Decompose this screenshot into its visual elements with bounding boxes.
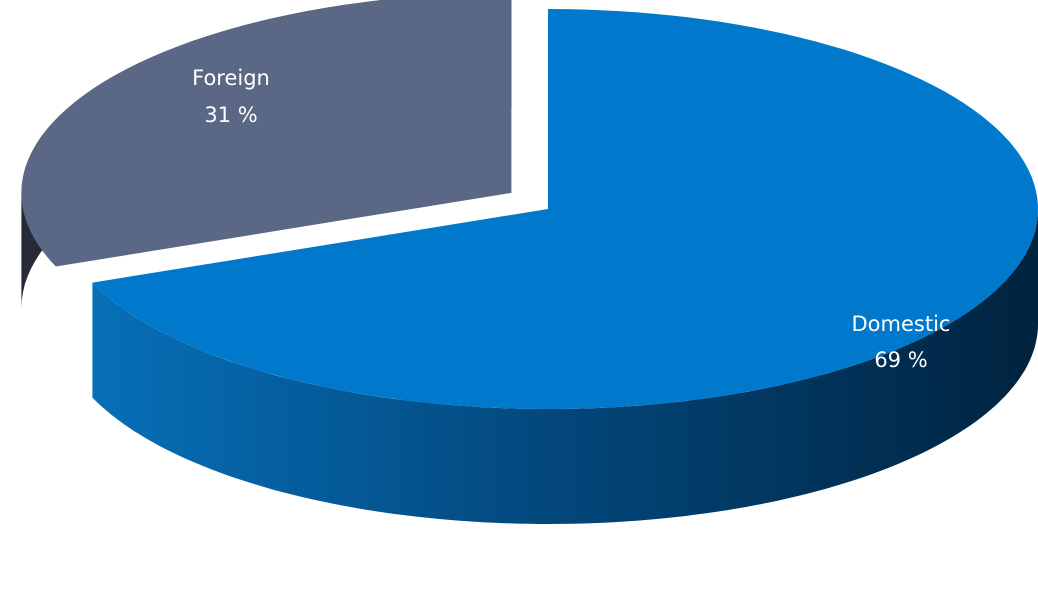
slice-foreign-label: Foreign [192, 66, 270, 90]
slice-domestic-top [92, 9, 1038, 409]
slice-domestic-value: 69 % [874, 348, 927, 372]
slice-domestic-label: Domestic [852, 312, 951, 336]
slice-domestic: Domestic 69 % [92, 9, 1038, 524]
slice-domestic-side [92, 209, 1038, 524]
slice-foreign: Foreign 31 % [21, 0, 512, 308]
slice-foreign-top [21, 0, 512, 267]
slice-foreign-value: 31 % [204, 103, 257, 127]
